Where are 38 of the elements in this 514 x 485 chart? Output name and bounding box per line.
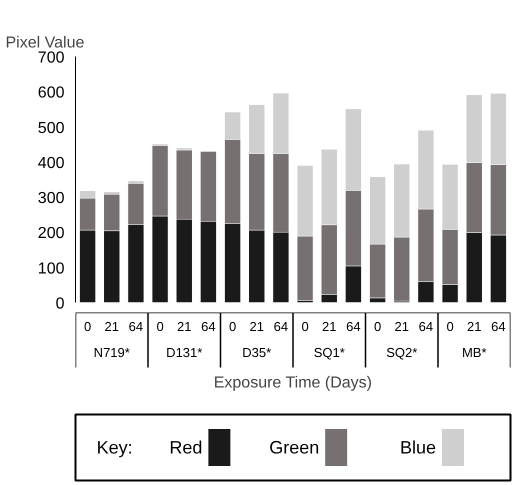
x-tick-label: 21 [177, 318, 192, 334]
y-tick-label: 400 [38, 154, 65, 172]
legend-title: Key: [96, 438, 133, 458]
legend-label: Blue [400, 438, 436, 458]
x-tick-label: 64 [346, 318, 361, 334]
text: D131* [166, 344, 202, 360]
x-axis-title: Exposure Time (Days) [214, 374, 372, 392]
x-tick-label: 0 [84, 318, 92, 334]
x-tick-label: 64 [418, 318, 434, 334]
legend-label: Red [169, 438, 202, 458]
x-tick-label: 21 [467, 318, 482, 334]
x-tick-label: 0 [228, 318, 236, 334]
x-tick-label: 21 [104, 318, 119, 334]
x-tick-label: 21 [322, 318, 336, 334]
y-tick-label: 300 [38, 190, 65, 208]
y-tick-label: 700 [38, 50, 65, 66]
y-tick-label: 600 [38, 84, 65, 102]
text: D35* [242, 344, 272, 360]
x-tick-label: 0 [374, 318, 382, 334]
y-axis-title: Pixel Value [6, 34, 84, 52]
x-tick-label: 64 [491, 318, 506, 334]
x-tick-label: 21 [250, 318, 264, 334]
y-tick-label: 100 [38, 260, 65, 278]
y-tick-label: 0 [56, 296, 65, 312]
x-tick-label: 0 [301, 318, 309, 334]
text: SQ1* [314, 344, 345, 360]
y-tick-label: 200 [38, 225, 65, 242]
text: SQ2* [386, 344, 418, 360]
y-tick-label: 500 [38, 120, 65, 137]
x-tick-label: 64 [128, 318, 144, 334]
text: MB* [462, 344, 487, 360]
legend-label: Green [269, 438, 320, 458]
text: N719* [94, 344, 130, 360]
x-tick-label: 64 [274, 318, 288, 334]
x-tick-label: 21 [394, 318, 409, 334]
x-tick-label: 0 [156, 318, 164, 334]
x-tick-label: 64 [201, 318, 216, 334]
x-tick-label: 0 [446, 318, 454, 334]
